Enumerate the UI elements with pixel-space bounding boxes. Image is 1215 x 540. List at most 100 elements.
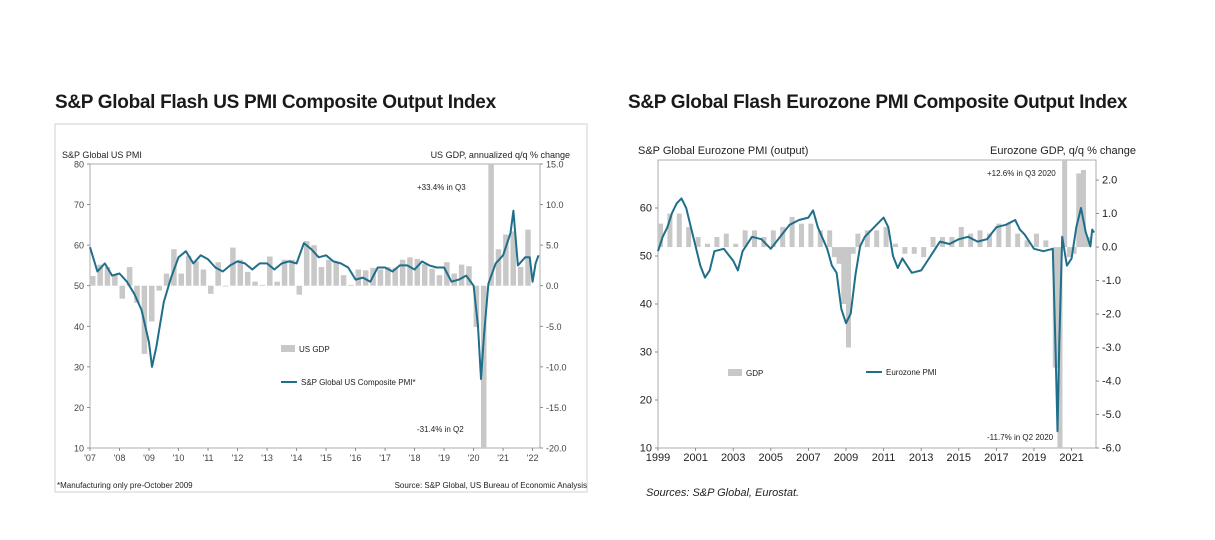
left-tick-label: 50 [640,251,652,263]
gdp-bar [827,230,833,248]
gdp-bar [458,264,465,286]
right-tick-label: 5.0 [546,241,559,251]
gdp-bar [864,230,870,248]
right-tick-label: -5.0 [546,322,562,332]
gdp-bar [274,281,280,286]
left-tick-label: 50 [74,281,84,291]
source-note: Source: S&P Global, US Bureau of Economi… [395,481,587,490]
left-tick-label: 30 [640,347,652,359]
plot-area [657,159,1097,449]
gdp-bar [855,233,861,248]
gdp-bar [1076,173,1082,248]
gdp-bar [667,213,673,248]
gdp-bar [348,284,354,286]
gdp-bar [259,284,266,286]
eurozone-chart-title: S&P Global Flash Eurozone PMI Composite … [628,92,1128,113]
gdp-bar [392,267,398,286]
gdp-bar [377,269,384,286]
gdp-bar [503,234,509,286]
x-tick-label: '14 [291,453,303,463]
gdp-bar [97,264,103,286]
gdp-bar [208,285,214,294]
gdp-bar [296,285,303,295]
gdp-bar [289,259,295,286]
gdp-bar [1015,233,1021,248]
gdp-bar [90,275,96,286]
source-note: Sources: S&P Global, Eurostat. [646,487,799,499]
gdp-bar [850,247,856,254]
gdp-bar [163,273,170,286]
gdp-bar [326,259,332,286]
gdp-bar [355,269,362,286]
left-tick-label: 10 [640,443,652,455]
footnote: *Manufacturing only pre-October 2009 [57,481,193,490]
annotation-label: -31.4% in Q2 [417,425,464,434]
gdp-bar [1005,223,1011,248]
gdp-bar [808,223,814,248]
x-tick-label: '20 [468,453,480,463]
x-tick-label: '13 [261,453,273,463]
gdp-bar [119,285,126,299]
annotation-label: +12.6% in Q3 2020 [987,169,1056,178]
gdp-bar [303,241,310,286]
x-tick-label: '07 [84,453,96,463]
left-tick-label: 40 [74,322,84,332]
gdp-bar [281,259,288,286]
right-axis-label: Eurozone GDP, q/q % change [990,145,1136,157]
gdp-bar [831,247,837,258]
gdp-bar [1062,160,1068,248]
gdp-bar [436,275,443,286]
gdp-bar [789,216,795,248]
legend-gdp-swatch [281,345,295,352]
gdp-bar [733,243,739,248]
x-tick-label: '08 [114,453,126,463]
gdp-bar [1033,233,1039,248]
gdp-bar [1071,247,1077,254]
right-tick-label: -5.0 [1102,409,1121,421]
eurozone-pmi-panel: S&P Global Flash Eurozone PMI Composite … [628,92,1148,512]
gdp-bar [798,223,804,248]
x-tick-label: '10 [173,453,185,463]
x-tick-label: '19 [438,453,450,463]
gdp-bar [429,268,435,286]
gdp-bar [200,269,207,286]
legend-pmi-label: S&P Global US Composite PMI* [301,378,416,387]
gdp-bar [911,247,917,254]
eurozone-pmi-chart: S&P Global Eurozone PMI (output) Eurozone… [638,145,1136,499]
right-tick-label: -3.0 [1102,342,1121,354]
gdp-bar [340,275,347,286]
gdp-bar [676,213,682,248]
gdp-bar [780,226,786,248]
right-tick-label: -20.0 [546,444,567,454]
gdp-bar [770,230,776,248]
gdp-bar [1043,240,1049,248]
annotation-label: -11.7% in Q2 2020 [987,433,1054,442]
us-chart-title: S&P Global Flash US PMI Composite Output… [55,92,496,113]
x-tick-label: 1999 [646,452,670,464]
gdp-bar [751,230,757,248]
gdp-bar [996,223,1002,248]
gdp-bar [1066,247,1072,258]
right-tick-label: -6.0 [1102,443,1121,455]
gdp-bar [385,267,391,286]
gdp-bar [841,247,847,304]
gdp-bar [230,247,236,286]
gdp-bar [695,237,701,248]
gdp-bar [215,262,221,286]
left-axis-label: S&P Global Eurozone PMI (output) [638,145,808,157]
right-tick-label: 0.0 [1102,242,1117,254]
us-pmi-chart: S&P Global US PMI US GDP, annualized q/q … [54,123,588,493]
left-tick-label: 60 [640,203,652,215]
gdp-bar [902,247,908,254]
right-axis-label: US GDP, annualized q/q % change [431,150,570,160]
left-tick-label: 20 [640,395,652,407]
gdp-bar [968,233,974,248]
right-tick-label: 0.0 [546,281,559,291]
gdp-bar [845,247,851,348]
right-tick-label: -2.0 [1102,309,1121,321]
x-tick-label: 2001 [683,452,707,464]
pmi-line [657,197,1095,433]
gdp-bar [451,273,457,286]
gdp-bar [156,285,162,291]
x-tick-label: 2009 [834,452,858,464]
